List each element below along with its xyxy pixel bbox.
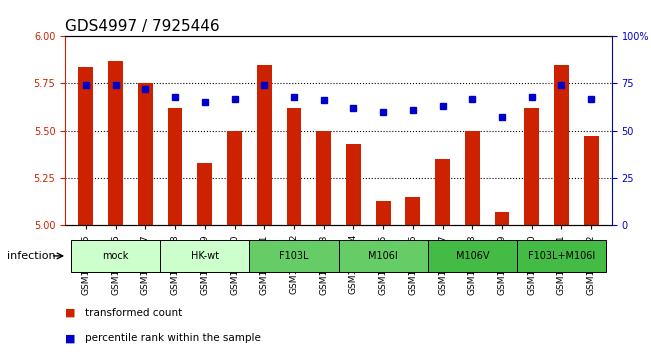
Bar	[406, 197, 421, 225]
Bar	[138, 83, 153, 225]
Text: M106V: M106V	[456, 251, 489, 261]
Text: infection: infection	[7, 251, 55, 261]
Bar	[554, 65, 569, 225]
Bar	[376, 200, 391, 225]
Text: F103L+M106I: F103L+M106I	[528, 251, 595, 261]
Text: M106I: M106I	[368, 251, 398, 261]
Bar	[346, 144, 361, 225]
Bar	[316, 131, 331, 225]
Bar	[524, 108, 539, 225]
Bar	[584, 136, 598, 225]
Text: ■: ■	[65, 308, 76, 318]
Bar	[108, 61, 123, 225]
Bar	[465, 131, 480, 225]
Text: percentile rank within the sample: percentile rank within the sample	[85, 333, 260, 343]
Bar	[168, 108, 182, 225]
Text: mock: mock	[102, 251, 129, 261]
Text: HK-wt: HK-wt	[191, 251, 219, 261]
Text: F103L: F103L	[279, 251, 309, 261]
Bar	[286, 108, 301, 225]
Bar	[197, 163, 212, 225]
Bar	[495, 212, 509, 225]
Text: GDS4997 / 7925446: GDS4997 / 7925446	[65, 19, 220, 34]
Bar	[227, 131, 242, 225]
Bar	[79, 66, 93, 225]
Bar	[256, 65, 271, 225]
Text: transformed count: transformed count	[85, 308, 182, 318]
Bar	[435, 159, 450, 225]
Text: ■: ■	[65, 333, 76, 343]
